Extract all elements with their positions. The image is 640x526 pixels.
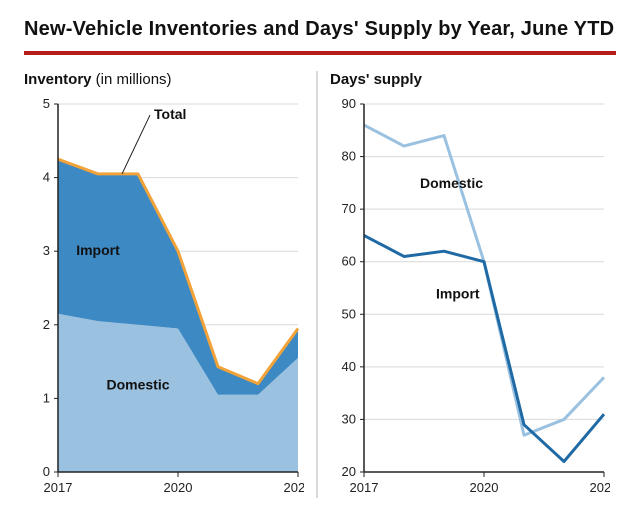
- domestic-label: Domestic: [106, 377, 169, 393]
- days-subtitle: Days' supply: [330, 71, 610, 88]
- svg-text:50: 50: [342, 306, 356, 321]
- title-rule: [24, 51, 616, 55]
- domestic-line: [364, 125, 604, 435]
- svg-text:1: 1: [43, 390, 50, 405]
- svg-text:4: 4: [43, 170, 50, 185]
- svg-text:80: 80: [342, 149, 356, 164]
- import-line: [364, 235, 604, 461]
- domestic-area: [58, 314, 298, 472]
- import-label: Import: [436, 286, 480, 302]
- svg-text:2017: 2017: [350, 480, 379, 495]
- svg-text:70: 70: [342, 201, 356, 216]
- svg-text:0: 0: [43, 464, 50, 479]
- svg-text:60: 60: [342, 254, 356, 269]
- inventory-chart: 0 1 2 3 4 5 2017 2020 2023 Total Import Domestic: [24, 98, 304, 498]
- svg-text:5: 5: [43, 98, 50, 111]
- svg-text:2023: 2023: [590, 480, 610, 495]
- charts-row: Inventory (in millions) 0123452017202020…: [24, 71, 616, 498]
- inventory-subtitle: Inventory (in millions): [24, 71, 304, 88]
- svg-text:3: 3: [43, 243, 50, 258]
- svg-text:2020: 2020: [164, 480, 193, 495]
- svg-text:40: 40: [342, 359, 356, 374]
- svg-text:30: 30: [342, 411, 356, 426]
- inventory-panel: Inventory (in millions) 0 1 2 3 4 5 2017 2020 20…: [24, 71, 304, 498]
- svg-text:2017: 2017: [44, 480, 73, 495]
- svg-text:90: 90: [342, 98, 356, 111]
- svg-text:2023: 2023: [284, 480, 304, 495]
- page-title: New-Vehicle Inventories and Days' Supply…: [24, 18, 616, 41]
- import-label: Import: [76, 242, 120, 258]
- svg-text:2: 2: [43, 317, 50, 332]
- total-label: Total: [154, 106, 186, 122]
- days-panel: Days' supply 20 30 40 50 60 70 80 90 2017 2020 202…: [330, 71, 610, 498]
- domestic-label: Domestic: [420, 175, 483, 191]
- svg-text:20: 20: [342, 464, 356, 479]
- days-chart: 20 30 40 50 60 70 80 90 2017 2020 2023 Domestic Impo…: [330, 98, 610, 498]
- svg-text:2020: 2020: [470, 480, 499, 495]
- panel-separator: [316, 71, 318, 498]
